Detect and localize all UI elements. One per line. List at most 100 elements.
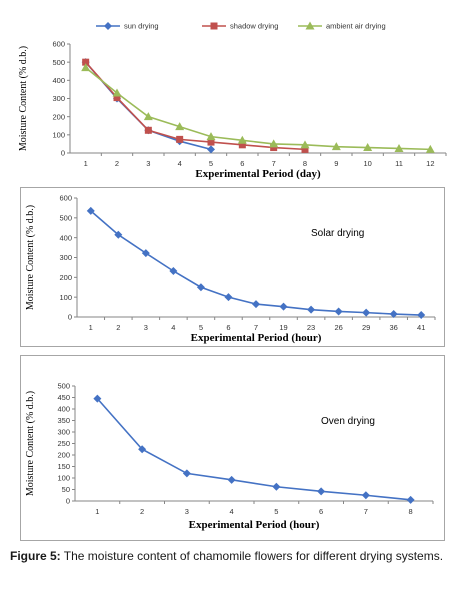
y-tick-label: 450 <box>57 393 70 402</box>
y-axis-title: Moisture Content (% d.b.) <box>18 46 29 151</box>
data-point <box>269 139 279 148</box>
data-point <box>206 132 216 141</box>
legend-label: ambient air drying <box>326 22 386 31</box>
y-axis-title: Moisture Content (% d.b.) <box>25 205 36 310</box>
y-tick-label: 400 <box>57 405 70 414</box>
data-point <box>176 135 184 143</box>
y-tick-label: 0 <box>61 149 65 158</box>
data-point <box>138 445 147 454</box>
x-tick-label: 4 <box>230 507 234 516</box>
data-point <box>425 144 435 153</box>
data-point <box>82 58 90 66</box>
legend-marker <box>210 22 218 30</box>
chart-panel-3: 0 50 100 150 200 250 300 350 400 450 500 1 2 3 4 5 6 7 8 Ex… <box>20 355 445 541</box>
x-tick-label: 8 <box>409 507 413 516</box>
x-axis-title: Experimental Period (hour) <box>191 332 322 344</box>
series-line <box>85 61 306 151</box>
x-tick-label: 9 <box>334 159 338 168</box>
data-point <box>334 307 343 316</box>
x-tick-label: 10 <box>363 159 371 168</box>
x-axis-title: Experimental Period (hour) <box>189 519 320 531</box>
data-point <box>169 266 178 275</box>
x-tick-label: 1 <box>84 159 88 168</box>
x-tick-label: 7 <box>364 507 368 516</box>
data-point <box>417 311 426 320</box>
y-tick-label: 400 <box>52 76 65 85</box>
data-point <box>207 138 215 146</box>
data-point <box>93 394 102 403</box>
x-tick-label: 2 <box>115 159 119 168</box>
x-tick-label: 23 <box>307 323 315 332</box>
x-tick-label: 1 <box>89 323 93 332</box>
y-tick-label: 0 <box>66 497 70 506</box>
chart-panel-1: 0 100 200 300 400 500 600 1 2 3 4 5 6 7 8 9 10 11 12 Experi… <box>4 4 456 186</box>
data-point <box>300 140 310 149</box>
x-tick-label: 26 <box>334 323 342 332</box>
y-tick-label: 500 <box>59 213 72 222</box>
x-tick-label: 7 <box>272 159 276 168</box>
data-point <box>224 293 233 302</box>
y-axis-title: Moisture Content (% d.b.) <box>25 391 36 496</box>
data-point <box>112 88 122 97</box>
y-tick-label: 300 <box>59 253 72 262</box>
x-tick-label: 2 <box>140 507 144 516</box>
x-tick-label: 5 <box>274 507 278 516</box>
data-point <box>238 141 246 149</box>
data-point <box>389 310 398 319</box>
legend-label: sun drying <box>124 22 159 31</box>
series-line <box>96 398 411 501</box>
data-point <box>237 135 247 144</box>
data-point <box>144 126 152 134</box>
y-tick-label: 250 <box>57 439 70 448</box>
x-tick-label: 2 <box>116 323 120 332</box>
data-point <box>227 475 236 484</box>
y-tick-label: 0 <box>68 313 72 322</box>
data-point <box>270 144 278 152</box>
x-axis-title: Experimental Period (day) <box>195 168 321 180</box>
chart-annotation: Solar drying <box>311 228 364 239</box>
caption-label: Figure 5: <box>10 549 61 563</box>
x-tick-label: 11 <box>395 159 403 168</box>
data-point <box>81 63 91 72</box>
y-tick-label: 100 <box>57 474 70 483</box>
x-tick-label: 4 <box>178 159 182 168</box>
x-tick-label: 12 <box>426 159 434 168</box>
figure-caption: Figure 5: The moisture content of chamom… <box>10 549 450 563</box>
x-tick-label: 41 <box>417 323 425 332</box>
data-point <box>331 142 341 151</box>
y-tick-label: 200 <box>52 112 65 121</box>
y-tick-label: 200 <box>59 273 72 282</box>
data-point <box>196 283 205 292</box>
caption-text: The moisture content of chamomile flower… <box>60 549 444 563</box>
data-point <box>272 482 281 491</box>
x-tick-label: 7 <box>254 323 258 332</box>
data-point <box>86 206 95 215</box>
legend-marker <box>305 21 315 30</box>
x-tick-label: 3 <box>146 159 150 168</box>
x-tick-label: 5 <box>199 323 203 332</box>
y-tick-label: 600 <box>59 194 72 203</box>
y-tick-label: 200 <box>57 451 70 460</box>
x-tick-label: 6 <box>319 507 323 516</box>
x-tick-label: 19 <box>279 323 287 332</box>
y-tick-label: 600 <box>52 40 65 49</box>
data-point <box>252 300 260 309</box>
data-point <box>182 469 191 478</box>
y-tick-label: 50 <box>62 485 70 494</box>
y-tick-label: 100 <box>52 130 65 139</box>
data-point <box>361 491 370 500</box>
x-tick-label: 36 <box>390 323 398 332</box>
data-point <box>279 302 288 311</box>
x-tick-label: 6 <box>240 159 244 168</box>
y-tick-label: 300 <box>57 428 70 437</box>
x-tick-label: 29 <box>362 323 370 332</box>
x-tick-label: 4 <box>171 323 175 332</box>
legend-marker <box>104 22 112 30</box>
data-point <box>113 94 121 102</box>
data-point <box>114 230 123 239</box>
chart-3-svg: 0 50 100 150 200 250 300 350 400 450 500 1 2 3 4 5 6 7 8 Ex… <box>25 382 434 531</box>
x-tick-label: 5 <box>209 159 213 168</box>
legend-label: shadow drying <box>230 22 278 31</box>
